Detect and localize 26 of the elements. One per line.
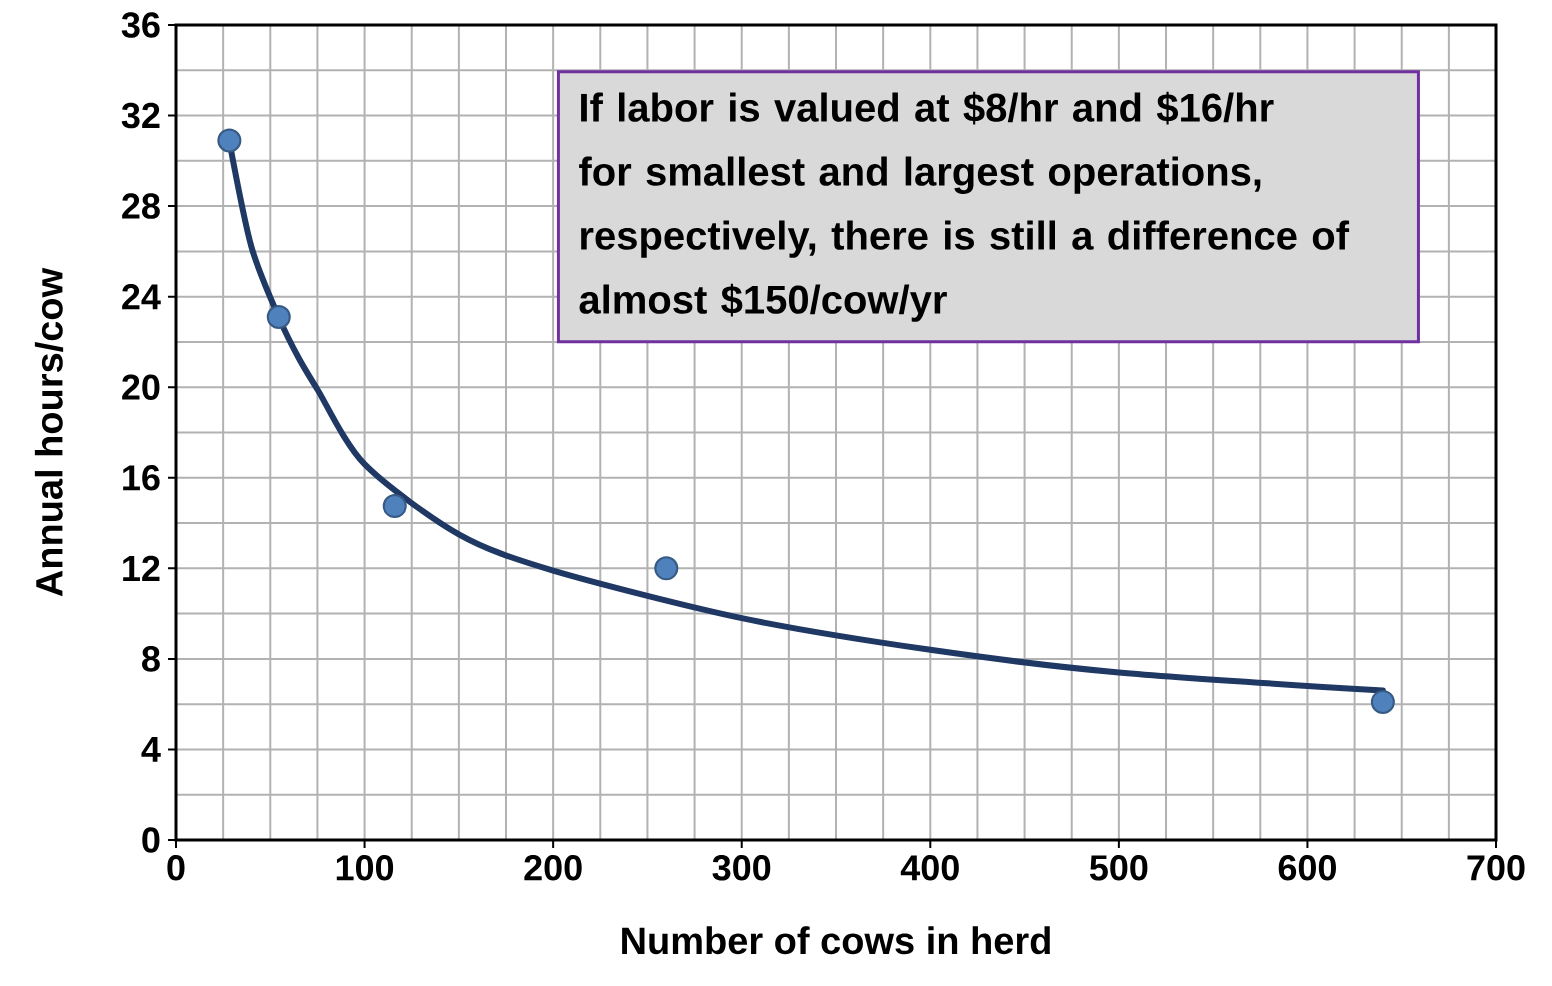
x-tick-label: 500 bbox=[1089, 855, 1148, 881]
x-tick-label: 300 bbox=[712, 855, 771, 881]
y-tick-label: 28 bbox=[122, 193, 160, 219]
y-tick-label: 24 bbox=[122, 284, 161, 310]
point bbox=[382, 494, 407, 519]
point bbox=[654, 556, 679, 581]
x-axis-title: Number of cows in herd bbox=[622, 926, 1050, 955]
x-tick-label: 400 bbox=[900, 855, 959, 881]
y-axis-title: Annual hours/cow bbox=[34, 267, 64, 597]
x-tick-label: 0 bbox=[167, 855, 185, 881]
point bbox=[1370, 689, 1395, 714]
annotation: If labor is valued at $8/hr and $16/hr for smallest and largest operations, respectively, there is still a difference of almost $150/cow/yr bbox=[579, 91, 1350, 322]
y-tick-label: 12 bbox=[123, 555, 160, 581]
x-tick-label: 200 bbox=[524, 855, 582, 881]
y-tick-label: 4 bbox=[141, 737, 161, 762]
y-tick-label: 0 bbox=[142, 827, 160, 853]
y-tick-label: 16 bbox=[123, 465, 160, 491]
y-tick-label: 32 bbox=[121, 102, 160, 129]
y-tick-label: 8 bbox=[142, 646, 160, 672]
x-tick-label: 700 bbox=[1467, 855, 1525, 881]
point bbox=[217, 128, 242, 153]
x-tick-label: 100 bbox=[336, 855, 394, 881]
y-tick-label: 36 bbox=[121, 12, 160, 38]
x-tick-label: 600 bbox=[1278, 855, 1336, 881]
point bbox=[266, 305, 291, 330]
y-tick-label: 20 bbox=[122, 374, 160, 400]
